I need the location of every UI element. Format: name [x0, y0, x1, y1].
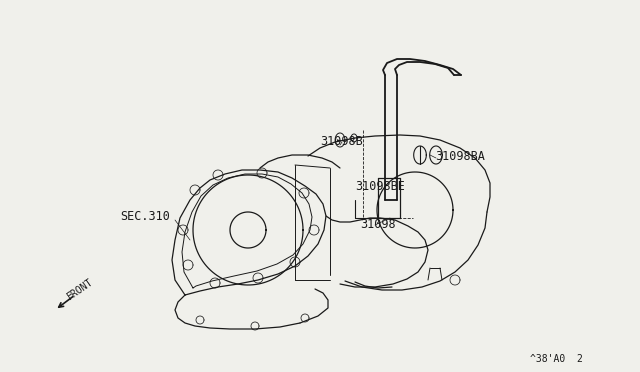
Text: ^38'A0  2: ^38'A0 2	[530, 354, 583, 364]
Text: 31098: 31098	[360, 218, 396, 231]
Text: FRONT: FRONT	[65, 277, 95, 302]
Text: 31098B: 31098B	[320, 135, 363, 148]
Text: 31098BA: 31098BA	[435, 150, 485, 163]
Text: SEC.310: SEC.310	[120, 210, 170, 223]
Text: 31098BE: 31098BE	[355, 180, 405, 193]
